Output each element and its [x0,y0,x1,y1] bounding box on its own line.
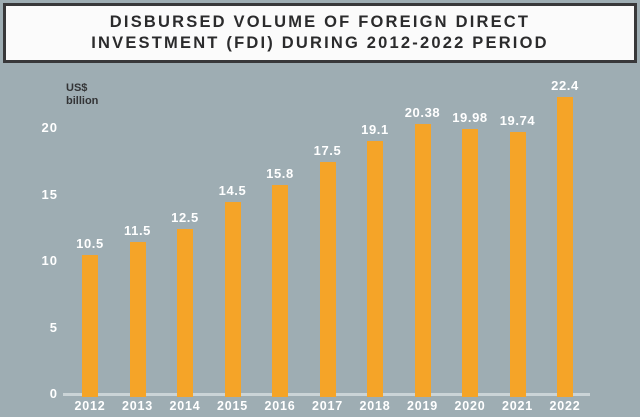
y-axis-tick-5: 5 [49,319,58,335]
bar-value-2019: 20.38 [404,104,441,120]
bar-2013 [129,242,146,397]
bar-2020 [462,129,478,397]
x-axis-tick-2012: 2012 [74,399,106,413]
y-axis-tick-20: 20 [41,120,58,135]
bar-value-2022: 22.4 [551,78,579,94]
bar-2019 [414,123,431,397]
bar-value-2012: 10.5 [76,236,104,252]
bar-2015 [224,202,241,397]
bar-value-2018: 19.1 [361,121,389,137]
x-axis-tick-2017: 2017 [311,399,343,413]
bar-value-2017: 17.5 [313,143,342,159]
x-axis-tick-2016: 2016 [264,399,296,413]
bar-value-2016: 15.8 [266,165,294,181]
x-axis-tick-2022: 2022 [549,399,581,413]
x-axis-tick-2019: 2019 [406,399,438,413]
bar-2012 [82,255,98,397]
x-axis-tick-2018: 2018 [359,399,391,413]
bar-2021 [509,132,526,397]
bar-value-2020: 19.98 [452,110,488,126]
bar-value-2013: 11.5 [124,223,151,239]
bar-2014 [177,228,193,397]
x-axis-tick-2021: 2021 [501,399,533,413]
y-axis-tick-0: 0 [49,386,58,401]
bar-2016 [272,184,288,397]
x-axis-tick-2014: 2014 [169,399,201,413]
y-axis-unit-label: US$ billion [66,82,98,108]
chart-title-line-1: DISBURSED VOLUME OF FOREIGN DIRECT [109,13,531,31]
x-axis-tick-2013: 2013 [121,399,153,413]
y-axis-unit-line-1: US$ [66,82,88,94]
y-axis-tick-15: 15 [41,186,58,202]
x-axis-tick-2020: 2020 [454,399,486,413]
bar-2022 [557,97,573,397]
x-axis-tick-2015: 2015 [216,399,248,413]
bar-chart: US$ billion 0 5 10 15 20 10.5 2012 11.5 2013 12.5… [0,60,640,417]
bar-value-2021: 19.74 [499,113,536,129]
bar-value-2014: 12.5 [171,209,199,225]
chart-title-line-2: INVESTMENT (FDI) DURING 2012-2022 PERIOD [91,34,549,52]
y-axis-tick-10: 10 [41,253,58,268]
y-axis-unit-line-2: billion [66,95,99,107]
bar-2018 [367,140,383,397]
bar-2017 [319,162,336,397]
chart-title-box: DISBURSED VOLUME OF FOREIGN DIRECT INVES… [3,3,637,63]
bar-value-2015: 14.5 [218,183,247,199]
